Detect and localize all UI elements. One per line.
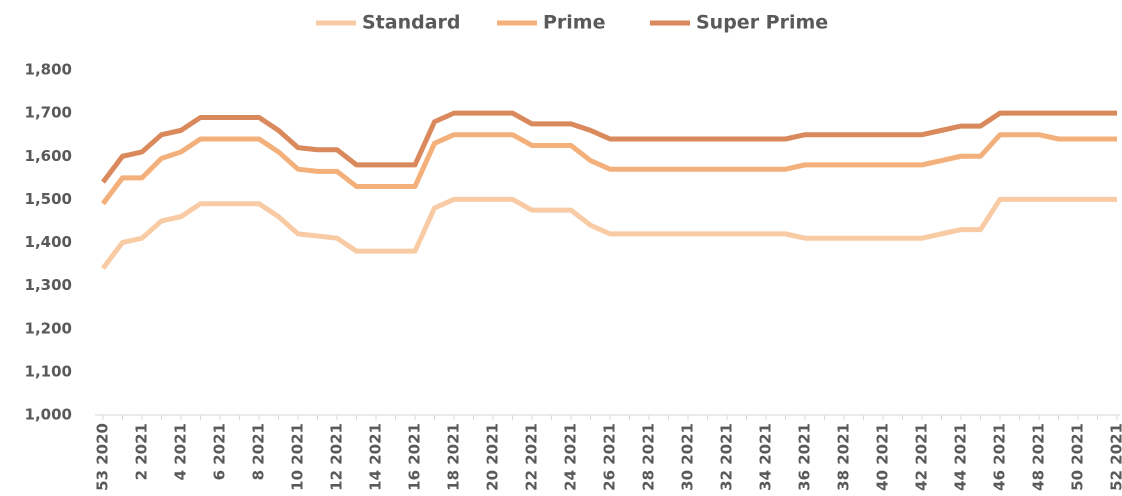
legend-label: Prime [543, 12, 606, 34]
x-tick-label: 34 2021 [757, 423, 775, 491]
x-tick-label: 2 2021 [133, 423, 151, 480]
x-tick-label: 6 2021 [211, 423, 229, 480]
x-tick-label: 8 2021 [250, 423, 268, 480]
y-tick-label: 1,800 [25, 61, 72, 79]
legend-label: Super Prime [696, 12, 828, 34]
x-tick-label: 16 2021 [406, 423, 424, 491]
legend-label: Standard [362, 12, 461, 34]
x-tick-label: 20 2021 [484, 423, 502, 491]
x-tick-label: 50 2021 [1069, 423, 1087, 491]
x-tick-label: 10 2021 [289, 423, 307, 491]
y-tick-label: 1,700 [25, 104, 72, 122]
line-series [101, 196, 1117, 270]
x-tick-label: 4 2021 [172, 423, 190, 480]
x-tick-label: 44 2021 [952, 423, 970, 491]
x-tick-label: 18 2021 [445, 423, 463, 491]
y-tick-label: 1,500 [25, 190, 72, 208]
x-tick-label: 46 2021 [991, 423, 1009, 491]
y-tick-label: 1,600 [25, 147, 72, 165]
x-tick-label: 40 2021 [874, 423, 892, 491]
y-tick-label: 1,000 [25, 406, 72, 424]
line-series [101, 132, 1117, 206]
x-tick-label: 32 2021 [718, 423, 736, 491]
x-tick-label: 28 2021 [640, 423, 658, 491]
x-tick-label: 48 2021 [1030, 423, 1048, 491]
x-tick-label: 36 2021 [796, 423, 814, 491]
x-tick-label: 30 2021 [679, 423, 697, 491]
x-tick-label: 12 2021 [328, 423, 346, 491]
line-series [101, 110, 1117, 184]
x-tick-label: 52 2021 [1108, 423, 1122, 491]
x-tick-label: 26 2021 [601, 423, 619, 491]
x-tick-label: 14 2021 [367, 423, 385, 491]
x-tick-label: 42 2021 [913, 423, 931, 491]
y-tick-label: 1,400 [25, 233, 72, 251]
y-tick-label: 1,300 [25, 276, 72, 294]
x-tick-label: 53 2020 [94, 423, 112, 491]
y-tick-label: 1,100 [25, 362, 72, 380]
y-tick-label: 1,200 [25, 319, 72, 337]
x-tick-label: 24 2021 [562, 423, 580, 491]
x-tick-label: 38 2021 [835, 423, 853, 491]
x-tick-label: 22 2021 [523, 423, 541, 491]
